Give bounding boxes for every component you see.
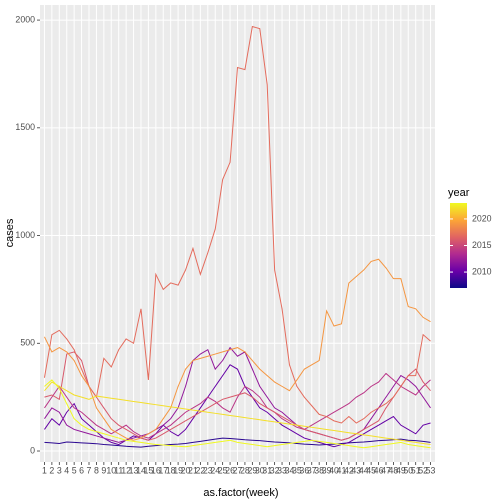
x-tick-label: 29: [247, 465, 257, 475]
colorbar-label: 2010: [472, 266, 492, 276]
x-tick-label: 38: [314, 465, 324, 475]
colorbar-label: 2015: [472, 240, 492, 250]
x-tick-label: 34: [285, 465, 295, 475]
x-tick-label: 30: [255, 465, 265, 475]
x-tick-label: 32: [270, 465, 280, 475]
y-tick-label: 1500: [15, 122, 35, 132]
series-line: [44, 351, 431, 441]
x-tick-label: 19: [173, 465, 183, 475]
x-tick-label: 31: [262, 465, 272, 475]
x-tick-label: 3: [57, 465, 62, 475]
x-axis-title: as.factor(week): [203, 487, 278, 499]
x-tick-label: 18: [166, 465, 176, 475]
colorbar: [450, 203, 467, 288]
x-tick-label: 43: [351, 465, 361, 475]
y-tick-label: 2000: [15, 14, 35, 24]
x-tick-label: 28: [240, 465, 250, 475]
x-tick-label: 11: [114, 465, 123, 475]
x-tick-label: 41: [337, 465, 347, 475]
x-tick-label: 2: [49, 465, 54, 475]
legend-title: year: [448, 187, 470, 199]
x-tick-label: 17: [158, 465, 168, 475]
series-line: [44, 372, 431, 439]
series-line: [44, 379, 431, 449]
x-tick-label: 4: [64, 465, 69, 475]
x-tick-label: 8: [94, 465, 99, 475]
x-tick-label: 47: [381, 465, 391, 475]
series-line: [44, 381, 431, 446]
x-tick-label: 23: [203, 465, 213, 475]
x-tick-label: 6: [79, 465, 84, 475]
x-tick-label: 35: [292, 465, 302, 475]
x-tick-label: 15: [144, 465, 154, 475]
x-tick-label: 48: [389, 465, 399, 475]
x-tick-label: 26: [225, 465, 235, 475]
x-tick-label: 44: [359, 465, 369, 475]
x-tick-label: 12: [121, 465, 131, 475]
x-tick-label: 36: [299, 465, 309, 475]
y-axis-title: cases: [4, 218, 16, 247]
x-tick-label: 33: [277, 465, 287, 475]
x-tick-label: 50: [403, 465, 413, 475]
x-tick-label: 5: [72, 465, 77, 475]
y-tick-label: 500: [20, 338, 35, 348]
x-tick-label: 24: [210, 465, 220, 475]
x-tick-label: 40: [329, 465, 339, 475]
series-line: [44, 364, 431, 448]
x-tick-label: 27: [233, 465, 243, 475]
series-line: [44, 346, 431, 443]
x-tick-label: 49: [396, 465, 406, 475]
x-tick-label: 42: [344, 465, 354, 475]
x-tick-label: 10: [106, 465, 116, 475]
x-tick-label: 1: [42, 465, 47, 475]
x-tick-label: 25: [218, 465, 228, 475]
x-tick-label: 39: [322, 465, 332, 475]
x-tick-label: 7: [87, 465, 92, 475]
x-tick-label: 21: [188, 465, 198, 475]
colorbar-label: 2020: [472, 213, 492, 223]
series-line: [43, 25, 431, 424]
x-tick-label: 53: [426, 465, 436, 475]
x-tick-label: 9: [101, 465, 106, 475]
y-tick-label: 1000: [15, 230, 35, 240]
x-tick-label: 16: [151, 465, 161, 475]
x-tick-label: 37: [307, 465, 317, 475]
x-tick-label: 45: [366, 465, 376, 475]
x-tick-label: 13: [129, 465, 139, 475]
x-tick-label: 51: [411, 465, 421, 475]
series-line: [44, 437, 431, 448]
x-tick-label: 22: [195, 465, 205, 475]
x-tick-label: 20: [181, 465, 191, 475]
y-tick-label: 0: [30, 445, 35, 455]
x-tick-label: 52: [418, 465, 428, 475]
series-line: [44, 258, 431, 441]
x-tick-label: 14: [136, 465, 146, 475]
x-tick-label: 46: [374, 465, 384, 475]
